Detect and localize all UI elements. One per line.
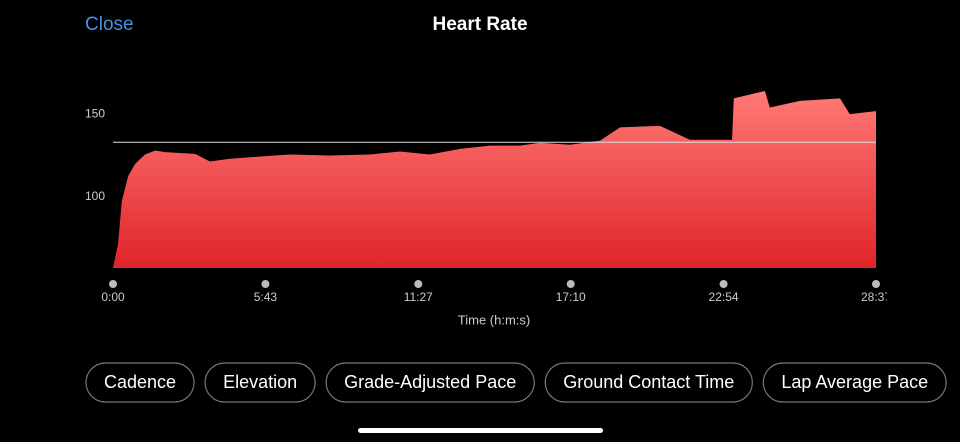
x-tick-label: 22:54 [709, 290, 739, 304]
home-indicator [358, 428, 603, 433]
tab[interactable] [204, 362, 316, 403]
x-tick-dot [414, 280, 423, 288]
tab-label[interactable]: Lap Average Pace [781, 372, 928, 392]
x-tick-dot [872, 280, 880, 288]
x-tick-label: 0:00 [101, 290, 125, 304]
x-tick-label: 5:43 [254, 290, 278, 304]
tab[interactable] [762, 362, 947, 403]
y-tick-label: 150 [85, 106, 105, 120]
tab-label[interactable]: Elevation [223, 372, 297, 392]
close-button[interactable]: Close [85, 14, 134, 35]
x-tick-dot [566, 280, 575, 288]
x-axis-label: Time (h:m:s) [458, 312, 530, 327]
title: Heart Rate [432, 14, 527, 35]
y-tick-label: 100 [85, 189, 105, 203]
tab[interactable] [85, 362, 195, 403]
x-tick-label: 28:37 [861, 290, 891, 304]
area [113, 90, 876, 268]
chart: 100 150 0:00 5:43 11:27 17:10 22:54 28:37 [85, 90, 891, 304]
tab-label[interactable]: Ground Contact Time [563, 372, 734, 392]
tab-label[interactable]: Grade-Adjusted Pace [344, 372, 516, 392]
tabs: Cadence Elevation Grade-Adjusted Pace Groun… [85, 362, 947, 403]
x-tick-label: 17:10 [556, 290, 586, 304]
tab[interactable] [544, 362, 753, 403]
x-tick-dot [719, 280, 728, 288]
x-tick-label: 11:27 [404, 290, 433, 304]
x-tick-dot [109, 280, 117, 288]
x-tick-dot [261, 280, 270, 288]
tab-label[interactable]: Cadence [104, 372, 176, 392]
tab[interactable] [325, 362, 535, 403]
